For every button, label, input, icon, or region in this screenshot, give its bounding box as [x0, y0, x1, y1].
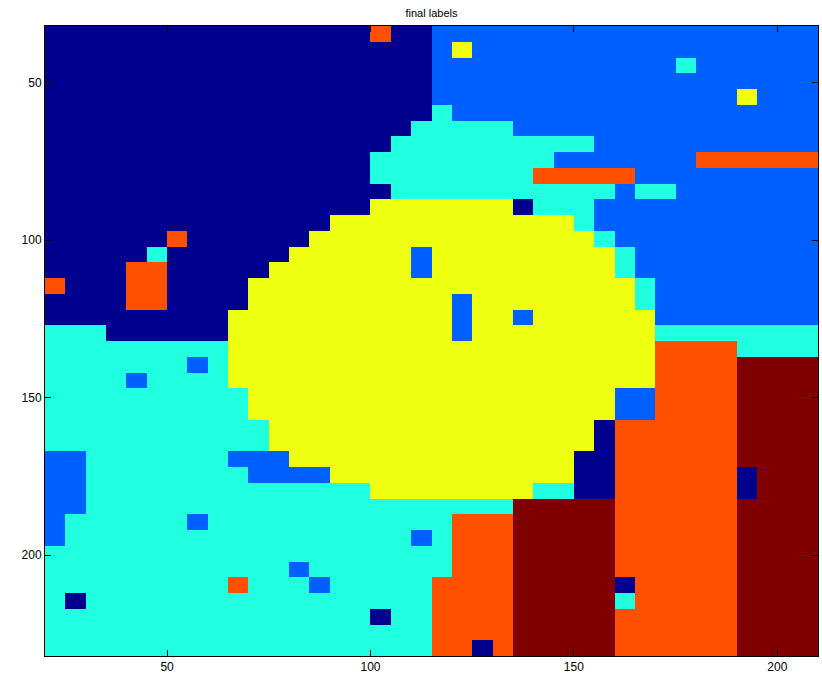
svg-text:50: 50	[28, 76, 42, 90]
svg-text:100: 100	[360, 660, 380, 674]
svg-text:100: 100	[22, 233, 42, 247]
svg-text:150: 150	[22, 391, 42, 405]
svg-text:final labels: final labels	[406, 7, 458, 19]
svg-text:200: 200	[767, 660, 787, 674]
svg-text:50: 50	[160, 660, 174, 674]
svg-text:200: 200	[22, 548, 42, 562]
svg-text:150: 150	[564, 660, 584, 674]
